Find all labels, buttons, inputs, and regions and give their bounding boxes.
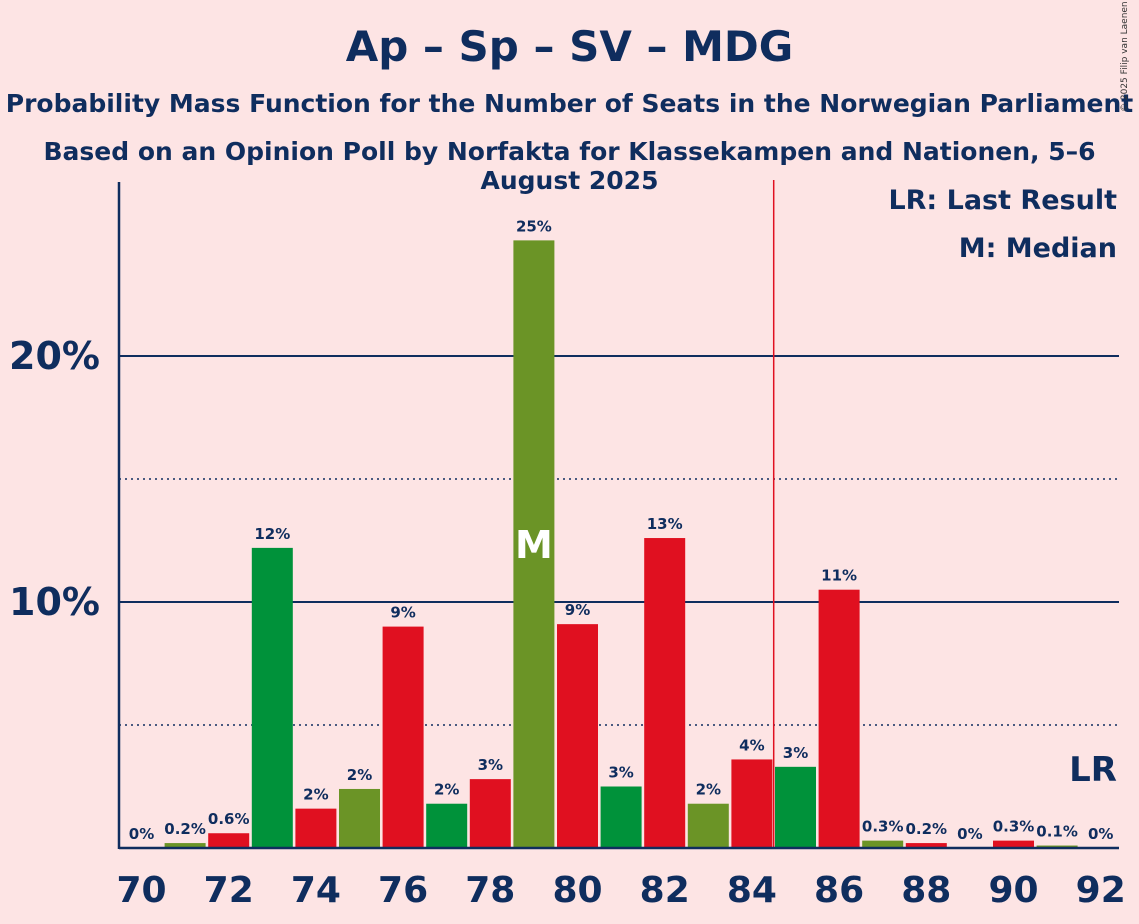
bar-seat-75 xyxy=(339,788,380,848)
bar-seat-80 xyxy=(557,624,598,848)
bar-seat-76 xyxy=(382,626,424,848)
x-tick-label: 78 xyxy=(465,870,515,911)
bar-value-label: 0% xyxy=(957,825,982,843)
bar-seat-84 xyxy=(731,759,773,848)
bar-value-label: 0% xyxy=(129,825,154,843)
bar-value-label: 4% xyxy=(739,736,764,754)
bar-value-label: 25% xyxy=(516,217,552,235)
chart-subtitle: Probability Mass Function for the Number… xyxy=(5,89,1134,118)
bar-seat-86 xyxy=(818,589,860,848)
median-marker: M xyxy=(515,523,553,567)
bar-value-label: 3% xyxy=(783,744,808,762)
x-tick-label: 88 xyxy=(901,870,951,911)
bar-seat-79 xyxy=(513,240,555,848)
bar-seat-77 xyxy=(426,803,468,848)
bar-value-label: 0.1% xyxy=(1036,823,1078,841)
bar-seat-72 xyxy=(208,833,250,848)
bar-value-label: 2% xyxy=(696,781,721,799)
x-tick-label: 72 xyxy=(204,870,254,911)
x-tick-label: 76 xyxy=(378,870,428,911)
x-tick-label: 86 xyxy=(814,870,864,911)
bar-value-label: 11% xyxy=(821,567,857,585)
x-tick-label: 70 xyxy=(116,870,166,911)
bar-seat-82 xyxy=(644,538,686,848)
bar-seat-83 xyxy=(687,803,729,848)
bar-seat-74 xyxy=(295,808,337,848)
bar-value-label: 9% xyxy=(390,604,415,622)
bar-value-label: 0% xyxy=(1088,825,1113,843)
x-tick-label: 74 xyxy=(291,870,341,911)
x-tick-label: 92 xyxy=(1076,870,1126,911)
bar-value-label: 0.2% xyxy=(905,820,947,838)
x-tick-label: 80 xyxy=(552,870,602,911)
bar-value-label: 3% xyxy=(608,764,633,782)
legend-last-result: LR: Last Result xyxy=(888,185,1117,216)
bar-value-label: 2% xyxy=(434,781,459,799)
last-result-marker: LR xyxy=(1069,750,1117,790)
bar-seat-71 xyxy=(164,843,206,848)
bar-value-label: 2% xyxy=(347,766,372,784)
chart-source: Based on an Opinion Poll by Norfakta for… xyxy=(43,137,1096,195)
x-tick-label: 90 xyxy=(988,870,1038,911)
bar-seat-78 xyxy=(469,779,511,848)
bar-value-label: 2% xyxy=(303,786,328,804)
x-tick-label: 82 xyxy=(640,870,690,911)
y-tick-label: 10% xyxy=(9,580,100,624)
bar-value-label: 0.3% xyxy=(993,818,1035,836)
bar-value-label: 3% xyxy=(478,756,503,774)
bar-value-label: 0.3% xyxy=(862,818,904,836)
bar-value-label: 12% xyxy=(254,525,290,543)
bar-seat-85 xyxy=(775,766,816,848)
x-tick-label: 84 xyxy=(727,870,777,911)
bar-seat-81 xyxy=(600,786,642,848)
bar-value-label: 13% xyxy=(647,515,683,533)
y-tick-label: 20% xyxy=(9,334,100,378)
bar-value-label: 9% xyxy=(565,601,590,619)
bar-seat-88 xyxy=(905,843,947,848)
bar-seat-73 xyxy=(251,547,293,848)
bar-seat-87 xyxy=(862,840,904,848)
legend-median: M: Median xyxy=(959,233,1117,264)
bar-value-label: 0.6% xyxy=(208,810,250,828)
bar-seat-90 xyxy=(993,840,1034,848)
chart-title: Ap – Sp – SV – MDG xyxy=(345,22,794,71)
bar-value-label: 0.2% xyxy=(164,820,206,838)
